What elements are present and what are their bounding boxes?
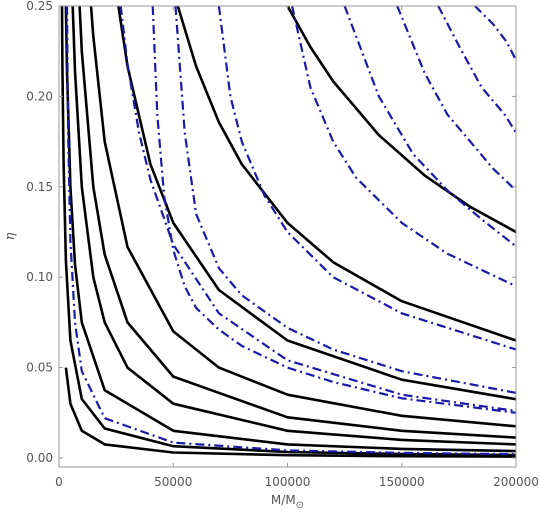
dashdot-curve-11 (119, 6, 516, 413)
x-tick-label: 200000 (493, 475, 539, 489)
dashdot-curve-13 (174, 6, 516, 394)
dashdot-curve-14 (217, 6, 516, 351)
solid-curve-4 (78, 6, 516, 439)
x-tick-label: 0 (55, 475, 63, 489)
dashdot-curve-12 (151, 6, 516, 414)
y-tick-label: 0.25 (26, 0, 53, 13)
dashdot-curve-17 (396, 6, 516, 192)
x-tick-label: 100000 (265, 475, 311, 489)
y-axis-label: η (3, 232, 18, 240)
solid-curve-7 (176, 6, 516, 342)
solid-curve-8 (286, 6, 516, 234)
series-layer (60, 6, 516, 458)
solid-curve-6 (117, 6, 516, 401)
solid-curve-2 (64, 6, 516, 453)
y-tick-label: 0.00 (26, 451, 53, 465)
ticks-layer: 0 50000 100000 150000 200000 0.00 0.05 0.10 0.15… (26, 0, 539, 489)
x-tick-label: 150000 (379, 475, 425, 489)
x-axis-label: M/M⊙ (271, 493, 304, 511)
dashdot-curve-18 (437, 6, 516, 134)
dashdot-curve-19 (474, 6, 516, 61)
y-tick-label: 0.10 (26, 270, 53, 284)
solid-curve-3 (71, 6, 516, 446)
y-tick-label: 0.20 (26, 89, 53, 103)
plot-frame (58, 5, 517, 468)
x-tick-label: 50000 (154, 475, 192, 489)
solid-curve-9 (64, 367, 516, 458)
solid-curve-5 (89, 6, 516, 428)
solid-curve-1 (60, 6, 516, 457)
dashdot-curve-15 (291, 6, 516, 288)
dashdot-curve-16 (343, 6, 516, 248)
y-tick-label: 0.05 (26, 361, 53, 375)
y-tick-label: 0.15 (26, 180, 53, 194)
